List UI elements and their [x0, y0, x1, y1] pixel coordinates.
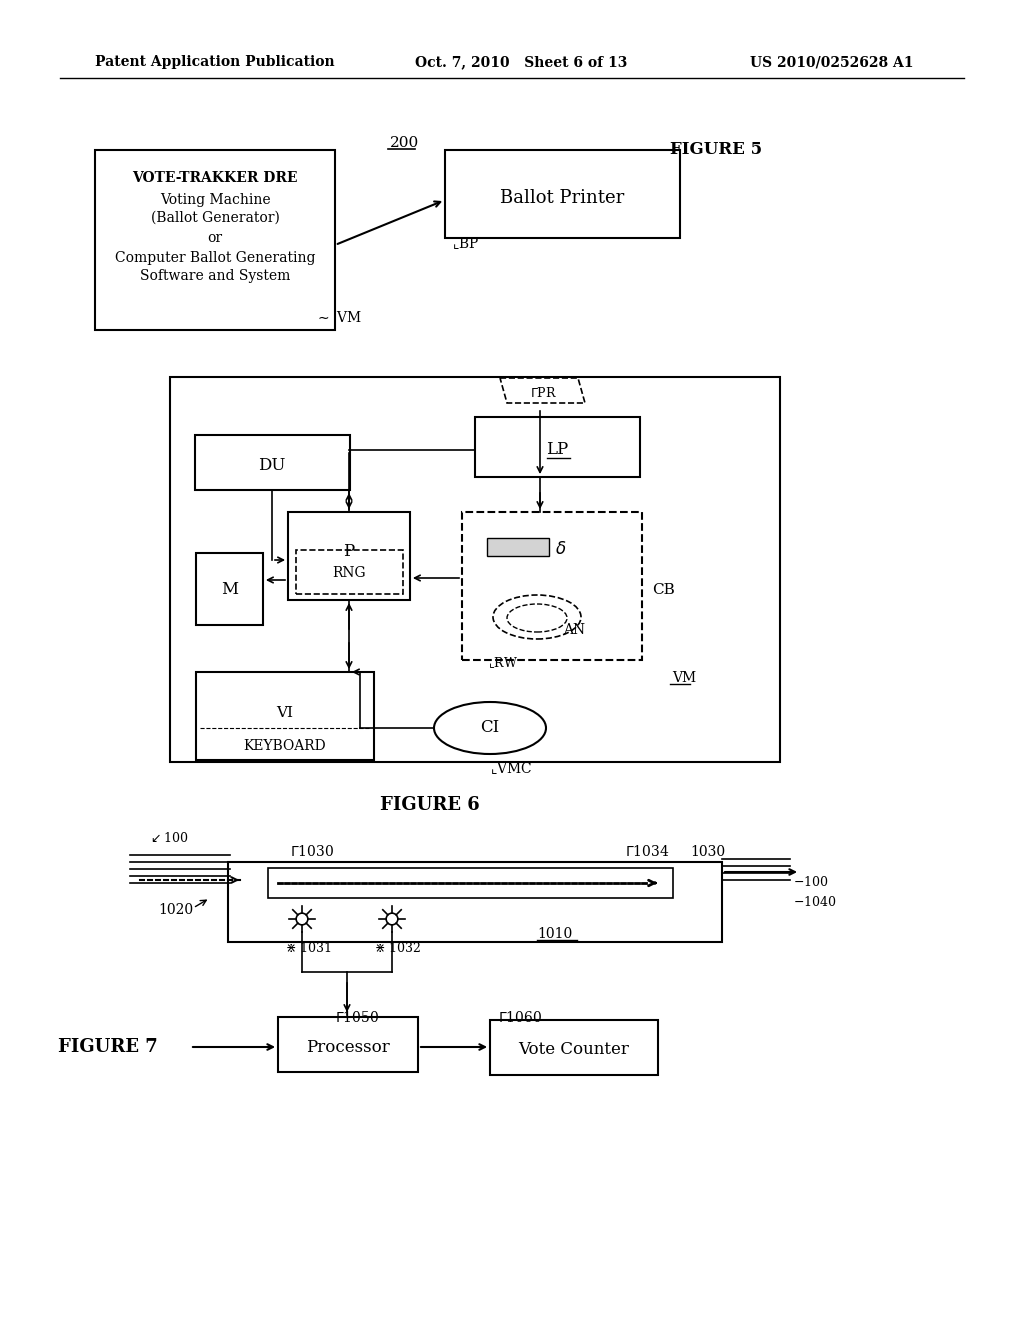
- Text: FIGURE 6: FIGURE 6: [380, 796, 480, 814]
- Text: FIGURE 7: FIGURE 7: [58, 1038, 158, 1056]
- Polygon shape: [500, 378, 585, 403]
- FancyBboxPatch shape: [445, 150, 680, 238]
- FancyBboxPatch shape: [268, 869, 673, 898]
- Text: or: or: [208, 231, 222, 246]
- FancyBboxPatch shape: [296, 550, 403, 594]
- Text: CB: CB: [652, 583, 675, 597]
- Text: (Ballot Generator): (Ballot Generator): [151, 211, 280, 224]
- FancyBboxPatch shape: [475, 417, 640, 477]
- Text: $\Gamma$1060: $\Gamma$1060: [498, 1010, 542, 1024]
- FancyBboxPatch shape: [196, 553, 263, 624]
- Text: KEYBOARD: KEYBOARD: [244, 739, 327, 752]
- Text: 1020: 1020: [158, 903, 194, 917]
- FancyBboxPatch shape: [462, 512, 642, 660]
- Ellipse shape: [434, 702, 546, 754]
- Text: $\swarrow$100: $\swarrow$100: [148, 832, 188, 845]
- Text: RNG: RNG: [332, 566, 366, 579]
- Ellipse shape: [493, 595, 581, 639]
- Text: $\llcorner$VMC: $\llcorner$VMC: [490, 760, 532, 776]
- Text: Voting Machine: Voting Machine: [160, 193, 270, 207]
- Text: Oct. 7, 2010   Sheet 6 of 13: Oct. 7, 2010 Sheet 6 of 13: [415, 55, 628, 69]
- Text: US 2010/0252628 A1: US 2010/0252628 A1: [750, 55, 913, 69]
- Text: DU: DU: [258, 457, 286, 474]
- Text: $\llcorner$BP: $\llcorner$BP: [452, 235, 479, 251]
- Text: AN: AN: [563, 623, 585, 638]
- Text: VOTE-TRAKKER DRE: VOTE-TRAKKER DRE: [132, 172, 298, 185]
- Text: $\divideontimes$ 1031: $\divideontimes$ 1031: [285, 941, 332, 954]
- Text: Ballot Printer: Ballot Printer: [500, 189, 624, 207]
- FancyBboxPatch shape: [195, 436, 350, 490]
- Ellipse shape: [507, 605, 567, 632]
- FancyBboxPatch shape: [487, 539, 549, 556]
- Text: VM: VM: [672, 671, 696, 685]
- Text: Software and System: Software and System: [140, 269, 290, 282]
- Text: 1030: 1030: [690, 845, 725, 859]
- FancyBboxPatch shape: [170, 378, 780, 762]
- Text: Patent Application Publication: Patent Application Publication: [95, 55, 335, 69]
- Text: $-$100: $-$100: [793, 875, 828, 888]
- FancyBboxPatch shape: [278, 1016, 418, 1072]
- Text: $\Gamma$1050: $\Gamma$1050: [335, 1010, 379, 1024]
- Text: $\Gamma$1034: $\Gamma$1034: [625, 845, 670, 859]
- Text: Processor: Processor: [306, 1039, 390, 1056]
- Text: VI: VI: [276, 706, 294, 719]
- FancyBboxPatch shape: [196, 672, 374, 760]
- Text: CI: CI: [480, 719, 500, 737]
- Text: LP: LP: [546, 441, 568, 458]
- FancyBboxPatch shape: [288, 512, 410, 601]
- Text: 200: 200: [390, 136, 419, 150]
- Text: $\sim$ VM: $\sim$ VM: [315, 310, 361, 326]
- Text: Computer Ballot Generating: Computer Ballot Generating: [115, 251, 315, 265]
- Text: Vote Counter: Vote Counter: [518, 1041, 630, 1059]
- Text: $\llcorner$RW: $\llcorner$RW: [488, 656, 518, 671]
- Text: $\delta$: $\delta$: [555, 540, 566, 557]
- Circle shape: [296, 913, 308, 925]
- Text: $\Gamma$1030: $\Gamma$1030: [290, 845, 334, 859]
- FancyBboxPatch shape: [95, 150, 335, 330]
- Circle shape: [386, 913, 398, 925]
- Text: 1010: 1010: [538, 927, 572, 941]
- FancyBboxPatch shape: [228, 862, 722, 942]
- Text: FIGURE 5: FIGURE 5: [670, 141, 762, 158]
- Text: M: M: [221, 581, 239, 598]
- Text: $\Gamma$PR: $\Gamma$PR: [530, 385, 557, 400]
- Text: $\divideontimes$ 1032: $\divideontimes$ 1032: [374, 941, 421, 954]
- FancyBboxPatch shape: [490, 1020, 658, 1074]
- Text: P: P: [343, 544, 354, 561]
- Text: $-$1040: $-$1040: [793, 895, 837, 909]
